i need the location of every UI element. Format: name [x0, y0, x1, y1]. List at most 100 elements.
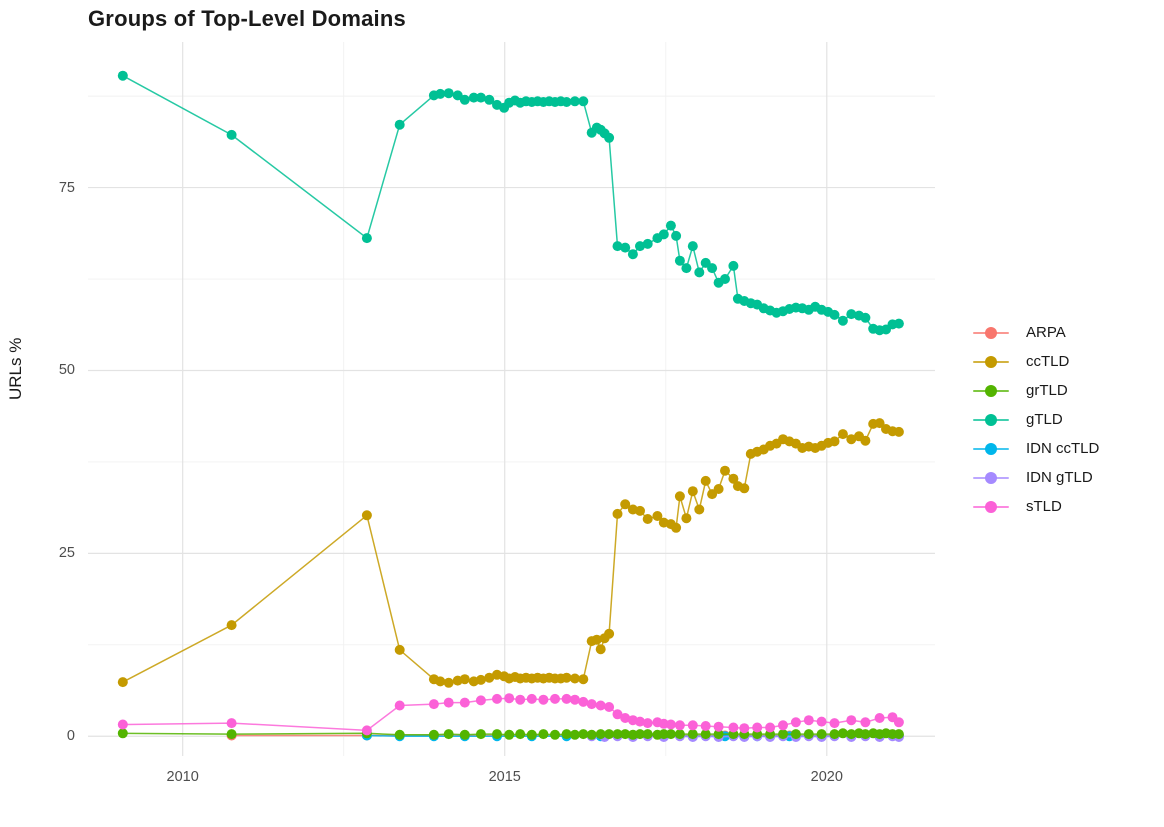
data-point-gtld: [604, 132, 615, 143]
legend-key-icon: [973, 442, 1009, 455]
legend-dot: [985, 500, 997, 513]
data-point-gtld: [674, 255, 685, 266]
legend-dot: [985, 442, 997, 455]
legend: ARPA ccTLD grTLD gTLD IDN ccTLD IDN gTLD sTLD: [973, 318, 1099, 521]
data-point-stld: [728, 722, 739, 733]
data-point-grtld: [860, 729, 871, 740]
data-point-gtld: [694, 267, 705, 278]
data-point-gtld: [226, 129, 237, 140]
legend-label: IDN ccTLD: [1026, 440, 1100, 457]
data-point-gtld: [707, 263, 718, 274]
data-point-stld: [765, 722, 776, 733]
data-point-grtld: [778, 729, 788, 740]
data-point-grtld: [700, 729, 711, 740]
legend-dot: [985, 326, 997, 339]
legend-item-grtld: grTLD: [973, 376, 1099, 405]
data-point-grtld: [687, 729, 698, 740]
y-tick-label: 25: [58, 545, 75, 562]
data-point-gtld: [117, 70, 128, 81]
legend-dot: [985, 384, 997, 397]
data-point-gtld: [484, 94, 495, 105]
data-point-cctld: [484, 672, 495, 683]
data-point-grtld: [803, 729, 814, 740]
data-point-gtld: [860, 312, 871, 323]
data-point-gtld: [635, 241, 645, 252]
data-point-grtld: [586, 729, 597, 740]
data-point-cctld: [635, 505, 645, 516]
data-point-gtld: [681, 263, 692, 274]
data-point-stld: [803, 715, 814, 726]
data-point-cctld: [720, 465, 730, 476]
data-point-cctld: [226, 620, 237, 631]
data-point-gtld: [658, 229, 669, 240]
x-tick-label: 2020: [810, 769, 843, 785]
legend-item-gtld: gTLD: [973, 405, 1099, 434]
data-point-stld: [538, 694, 549, 705]
data-point-grtld: [893, 729, 904, 740]
data-point-grtld: [428, 729, 439, 740]
data-point-grtld: [515, 729, 526, 740]
data-point-cctld: [443, 677, 454, 688]
y-tick-label: 0: [66, 728, 75, 745]
legend-key-icon: [973, 413, 1009, 426]
x-tick-label: 2015: [488, 769, 521, 785]
data-point-grtld: [526, 729, 537, 740]
data-point-cctld: [860, 435, 871, 446]
data-point-stld: [635, 716, 645, 727]
data-point-grtld: [550, 729, 560, 740]
data-point-stld: [604, 702, 615, 712]
data-point-grtld: [394, 729, 405, 740]
data-point-cctld: [561, 672, 572, 683]
series-line-gtld: [122, 75, 899, 331]
x-tick-label: 2010: [166, 769, 199, 785]
data-point-gtld: [569, 96, 580, 107]
y-tick-label: 50: [58, 362, 75, 379]
data-point-stld: [515, 694, 526, 705]
data-point-gtld: [435, 88, 446, 99]
data-point-grtld: [713, 729, 724, 740]
data-point-grtld: [595, 729, 606, 740]
data-point-gtld: [627, 249, 638, 260]
data-point-cctld: [459, 674, 470, 685]
data-point-stld: [874, 713, 885, 723]
chart-title: Groups of Top-Level Domains: [88, 6, 406, 31]
data-point-stld: [752, 722, 763, 733]
legend-item-stld: sTLD: [973, 492, 1099, 521]
data-point-grtld: [846, 729, 857, 740]
data-point-cctld: [671, 522, 682, 533]
data-point-cctld: [620, 499, 631, 510]
legend-label: gTLD: [1026, 411, 1063, 428]
data-point-stld: [642, 718, 653, 729]
legend-item-cctld: ccTLD: [973, 347, 1099, 376]
data-point-gtld: [837, 315, 848, 326]
data-point-grtld: [561, 729, 572, 740]
data-point-grtld: [117, 728, 128, 739]
data-point-cctld: [591, 634, 602, 645]
data-point-grtld: [226, 729, 237, 740]
data-point-grtld: [492, 729, 502, 740]
data-point-gtld: [687, 241, 698, 252]
data-point-cctld: [652, 511, 663, 521]
data-point-cctld: [694, 504, 705, 515]
data-point-gtld: [846, 309, 857, 320]
data-point-gtld: [642, 238, 653, 249]
data-point-grtld: [578, 729, 589, 740]
legend-label: ccTLD: [1026, 353, 1070, 370]
data-point-cctld: [435, 676, 446, 687]
data-point-gtld: [475, 92, 486, 103]
data-point-grtld: [538, 729, 549, 740]
data-point-stld: [578, 696, 589, 707]
legend-dot: [985, 471, 997, 484]
data-point-stld: [595, 700, 606, 711]
data-point-grtld: [816, 729, 827, 740]
data-point-cctld: [700, 475, 711, 486]
legend-label: IDN gTLD: [1026, 469, 1093, 486]
data-point-cctld: [739, 483, 750, 494]
data-point-cctld: [604, 628, 615, 639]
data-point-gtld: [829, 309, 840, 320]
data-point-grtld: [790, 729, 801, 740]
data-point-cctld: [117, 677, 128, 688]
data-point-gtld: [893, 318, 904, 329]
data-point-grtld: [829, 729, 840, 740]
